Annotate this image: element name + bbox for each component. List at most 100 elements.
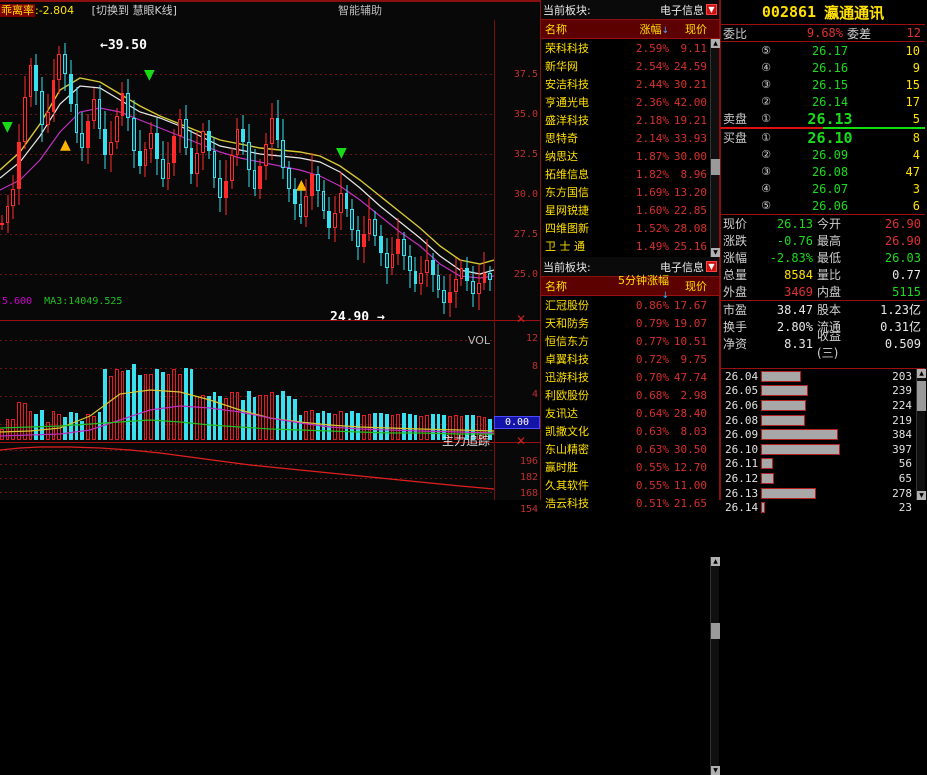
column-name[interactable]: 名称 (545, 280, 567, 293)
switch-to-hint[interactable]: [切换到 慧眼K线] (91, 4, 177, 17)
bid-book[interactable]: 买盘 ① 26.10 8 ② 26.09 4 ③ 26.08 47 ④ 26.07 3 ⑤ 26.06 6 (721, 129, 925, 214)
pv-bar (761, 399, 806, 411)
scroll-up-icon[interactable]: ▲ (711, 557, 720, 566)
close-pane-icon[interactable]: ✕ (515, 312, 526, 326)
pv-row[interactable]: 26.05 239 (721, 384, 925, 399)
pv-price: 26.14 (725, 501, 759, 515)
pv-row[interactable]: 26.06 224 (721, 398, 925, 413)
table-row[interactable]: 卫 士 通 1.49% 25.16 (541, 237, 719, 255)
pv-row[interactable]: 26.12 65 (721, 471, 925, 486)
volume-bar (402, 413, 406, 440)
table-row[interactable]: 荣科科技 2.59% 9.11 (541, 39, 719, 57)
bid-row[interactable]: ⑤ 26.06 6 (721, 197, 925, 214)
ask-row[interactable]: ③ 26.15 15 (721, 76, 925, 93)
column-change[interactable]: 涨幅↓ (639, 23, 669, 36)
sector-column-header-top[interactable]: 名称 涨幅↓ 现价 (541, 20, 719, 39)
sector-header-top[interactable]: 当前板块: 电子信息 ▼ (541, 0, 719, 20)
bid-row[interactable]: ② 26.09 4 (721, 146, 925, 163)
pv-row[interactable]: 26.10 397 (721, 442, 925, 457)
table-row[interactable]: 纳思达 1.87% 30.00 (541, 147, 719, 165)
column-change-5min[interactable]: 5分钟涨幅↓ (618, 273, 669, 301)
table-row[interactable]: 久其软件 0.55% 11.00 (541, 476, 719, 494)
scrollbar-top[interactable]: ▲ ▼ (710, 39, 720, 257)
scrollbar-pxlist[interactable]: ▲ ▼ (916, 369, 926, 500)
bid-row[interactable]: ③ 26.08 47 (721, 163, 925, 180)
sector-selected-value[interactable]: 电子信息 (660, 3, 704, 17)
table-row[interactable]: 东方国信 1.69% 13.20 (541, 183, 719, 201)
table-row[interactable]: 盛洋科技 2.18% 19.21 (541, 111, 719, 129)
volume-pane[interactable]: VOL (0, 332, 494, 440)
volume-bar (45, 421, 50, 440)
scroll-down-icon[interactable]: ▼ (711, 248, 720, 257)
volume-bar (476, 416, 481, 440)
table-row[interactable]: 友讯达 0.64% 28.40 (541, 404, 719, 422)
quote-panel[interactable]: 002861 瀛通通讯 委比 9.68% 委差 12 ⑤ 26.17 10 ④ 26.1… (720, 0, 926, 514)
pv-row[interactable]: 26.09 384 (721, 427, 925, 442)
table-row[interactable]: 思特奇 2.14% 33.93 (541, 129, 719, 147)
sector-selected-value[interactable]: 电子信息 (660, 260, 704, 274)
scroll-down-icon[interactable]: ▼ (917, 491, 926, 500)
scroll-up-icon[interactable]: ▲ (711, 39, 720, 48)
volume-bar (109, 376, 113, 440)
chevron-down-icon[interactable]: ▼ (706, 261, 717, 272)
pv-row[interactable]: 26.08 219 (721, 413, 925, 428)
chevron-down-icon[interactable]: ▼ (706, 4, 717, 15)
sector-rows-top[interactable]: 荣科科技 2.59% 9.11 新华网 2.54% 24.59 安洁科技 2.44% 30.21… (541, 39, 719, 255)
main-force-tracking-pane[interactable]: 主力追踪 (0, 434, 494, 500)
ask-book[interactable]: ⑤ 26.17 10 ④ 26.16 9 ③ 26.15 15 ② 26.14 17 卖盘 ① 26.13 5 (721, 42, 925, 128)
table-row[interactable]: 天和防务 0.79% 19.07 (541, 314, 719, 332)
scroll-thumb[interactable] (711, 159, 720, 175)
scroll-thumb[interactable] (917, 381, 926, 411)
column-price[interactable]: 现价 (685, 280, 707, 293)
ask-row[interactable]: ② 26.14 17 (721, 93, 925, 110)
sector-rows-bottom[interactable]: 汇冠股份 0.86% 17.67 天和防务 0.79% 19.07 恒信东方 0.77% 10.… (541, 296, 719, 512)
table-row[interactable]: 四维图新 1.52% 28.08 (541, 219, 719, 237)
table-row[interactable]: 浩云科技 0.51% 21.65 (541, 494, 719, 512)
sector-header-bottom[interactable]: 当前板块: 电子信息 ▼ (541, 257, 719, 277)
price-pane[interactable]: ←39.50 24.90 → ▼ ▲ ▼ ▲ ▼ (0, 20, 494, 325)
column-name[interactable]: 名称 (545, 23, 567, 36)
pv-row[interactable]: 26.14 23 (721, 500, 925, 515)
table-row[interactable]: 拓维信息 1.82% 8.96 (541, 165, 719, 183)
pv-row[interactable]: 26.11 56 (721, 457, 925, 472)
table-row[interactable]: 亨通光电 2.36% 42.00 (541, 93, 719, 111)
table-row[interactable]: 凯撒文化 0.63% 8.03 (541, 422, 719, 440)
volume-bar (137, 375, 142, 440)
sector-lists-column[interactable]: 当前板块: 电子信息 ▼ 名称 涨幅↓ 现价 荣科科技 2.59% 9.11 新华网 2… (540, 0, 720, 775)
table-row[interactable]: 赢时胜 0.55% 12.70 (541, 458, 719, 476)
bid-row[interactable]: ④ 26.07 3 (721, 180, 925, 197)
scroll-thumb[interactable] (711, 623, 720, 639)
table-row[interactable]: 迅游科技 0.70% 47.74 (541, 368, 719, 386)
stat-value: 8.31 (784, 336, 813, 351)
table-row[interactable]: 恒信东方 0.77% 10.51 (541, 332, 719, 350)
sector-column-header-bottom[interactable]: 名称 5分钟涨幅↓ 现价 (541, 274, 719, 301)
ask-row[interactable]: ④ 26.16 9 (721, 59, 925, 76)
scroll-down-icon[interactable]: ▼ (711, 766, 720, 775)
price-volume-distribution[interactable]: 26.04 203 26.05 239 26.06 224 26.08 219 26.09 384… (721, 368, 926, 514)
chart-topbar: 乖离率:-2.804 [切换到 慧眼K线] 智能辅助 (0, 2, 540, 20)
book-side-label: 买盘 (723, 131, 748, 145)
scroll-up-icon[interactable]: ▲ (917, 369, 926, 378)
table-row[interactable]: 东山精密 0.63% 30.50 (541, 440, 719, 458)
table-row[interactable]: 利欧股份 0.68% 2.98 (541, 386, 719, 404)
ai-assist-label[interactable]: 智能辅助 (338, 4, 382, 17)
table-row[interactable]: 汇冠股份 0.86% 17.67 (541, 296, 719, 314)
level-index: ② (761, 95, 771, 108)
ask-row[interactable]: ⑤ 26.17 10 (721, 42, 925, 59)
bid-row[interactable]: 买盘 ① 26.10 8 (721, 129, 925, 147)
column-price[interactable]: 现价 (685, 23, 707, 36)
scrollbar-bottom[interactable]: ▲ ▼ (710, 557, 720, 775)
volume-bar (275, 394, 280, 440)
table-row[interactable]: 安洁科技 2.44% 30.21 (541, 75, 719, 93)
chart-area[interactable]: 乖离率:-2.804 [切换到 慧眼K线] 智能辅助 ←39.50 24.90 … (0, 0, 540, 515)
candle (448, 20, 452, 320)
sector-panel-top[interactable]: 当前板块: 电子信息 ▼ 名称 涨幅↓ 现价 荣科科技 2.59% 9.11 新华网 2… (541, 0, 720, 257)
pv-row[interactable]: 26.13 278 (721, 486, 925, 501)
close-pane-icon[interactable]: ✕ (515, 434, 526, 448)
ask-row[interactable]: 卖盘 ① 26.13 5 (721, 110, 925, 128)
table-row[interactable]: 新华网 2.54% 24.59 (541, 57, 719, 75)
sector-panel-bottom[interactable]: 当前板块: 电子信息 ▼ 名称 5分钟涨幅↓ 现价 汇冠股份 0.86% 17.67… (541, 257, 720, 775)
table-row[interactable]: 卓翼科技 0.72% 9.75 (541, 350, 719, 368)
pv-row[interactable]: 26.04 203 (721, 369, 925, 384)
table-row[interactable]: 星网锐捷 1.60% 22.85 (541, 201, 719, 219)
